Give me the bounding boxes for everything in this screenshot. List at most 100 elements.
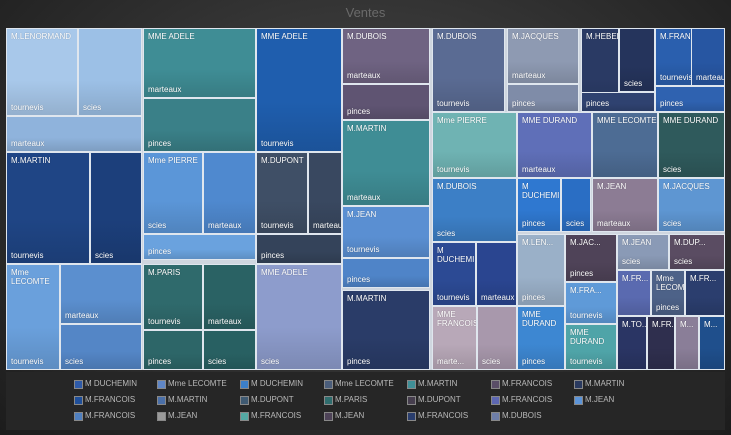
treemap-tile[interactable]: marteaux bbox=[6, 116, 142, 152]
treemap-tile[interactable]: pinces bbox=[143, 234, 256, 260]
tile-name-label: MME DURAND bbox=[522, 116, 578, 125]
treemap-tile[interactable]: MME DURAND pinces bbox=[517, 306, 565, 370]
treemap-tile[interactable]: pinces bbox=[342, 84, 430, 120]
treemap-plot-area: M.LENORMAND tournevis scies marteaux MME ADE… bbox=[6, 28, 725, 370]
treemap-tile[interactable]: MME DURAND tournevis bbox=[565, 324, 617, 370]
treemap-tile[interactable]: M DUCHEMIN pinces bbox=[517, 178, 561, 232]
treemap-tile[interactable]: scies bbox=[477, 306, 517, 370]
tile-category-label: tournevis bbox=[437, 165, 470, 174]
treemap-tile[interactable]: MME DURAND scies bbox=[658, 112, 725, 178]
tile-name-label: M.DUBOIS bbox=[347, 32, 387, 41]
legend-swatch bbox=[324, 412, 333, 421]
treemap-tile[interactable]: MME ADELE marteaux bbox=[143, 28, 256, 98]
legend: M DUCHEMIN Mme LECOMTE M DUCHEMIN Mme LECOM… bbox=[6, 372, 725, 430]
tile-category-label: scies bbox=[437, 229, 456, 238]
tile-category-label: pinces bbox=[522, 293, 546, 302]
treemap-tile[interactable]: M.MARTIN marteaux bbox=[342, 120, 430, 206]
treemap-tile[interactable]: marteaux bbox=[476, 242, 517, 306]
legend-label: M.JEAN bbox=[335, 411, 365, 420]
treemap-tile[interactable]: M.DUBOIS marteaux bbox=[342, 28, 430, 84]
treemap-tile[interactable]: M.FR... bbox=[617, 270, 651, 316]
treemap-tile[interactable]: pinces bbox=[581, 92, 655, 112]
tile-name-label: M.DUBOIS bbox=[437, 182, 477, 191]
treemap-tile[interactable]: pinces bbox=[143, 98, 256, 152]
tile-name-label: MME DURAND bbox=[522, 310, 557, 328]
legend-label: M DUCHEMIN bbox=[251, 379, 303, 388]
treemap-tile[interactable]: MME LECOMTE bbox=[592, 112, 658, 178]
treemap-tile[interactable]: M.JEAN tournevis bbox=[342, 206, 430, 258]
treemap-tile[interactable]: M... bbox=[699, 316, 725, 370]
treemap-tile[interactable]: scies bbox=[90, 152, 142, 264]
tile-name-label: MME DURAND bbox=[663, 116, 719, 125]
tile-name-label: M.TO... bbox=[622, 320, 647, 329]
treemap-tile[interactable]: pinces bbox=[507, 84, 579, 112]
legend-label: M.FRANCOIS bbox=[251, 411, 302, 420]
treemap-tile[interactable]: marteaux bbox=[203, 152, 256, 234]
treemap-tile[interactable]: M DUCHEMIN tournevis bbox=[432, 242, 476, 306]
legend-swatch bbox=[157, 412, 166, 421]
treemap-tile[interactable]: M.DUPONT tournevis bbox=[256, 152, 308, 234]
legend-swatch bbox=[407, 396, 416, 405]
tile-name-label: M.MARTIN bbox=[347, 294, 387, 303]
tile-category-label: pinces bbox=[512, 99, 536, 108]
legend-swatch bbox=[74, 396, 83, 405]
treemap-tile[interactable]: M.DUBOIS scies bbox=[432, 178, 517, 242]
treemap-tile[interactable]: marteaux bbox=[691, 28, 725, 86]
treemap-tile[interactable]: M.JEAN marteaux bbox=[592, 178, 658, 232]
treemap-tile[interactable]: pinces bbox=[342, 258, 430, 288]
tile-category-label: tournevis bbox=[660, 73, 693, 82]
treemap-tile[interactable]: M.DUBOIS tournevis bbox=[432, 28, 505, 112]
treemap-tile[interactable]: M.MARTIN tournevis bbox=[6, 152, 90, 264]
treemap-tile[interactable]: M.PARIS tournevis bbox=[143, 264, 203, 330]
treemap-tile[interactable]: pinces bbox=[655, 86, 725, 112]
treemap-tile[interactable]: M.JACQUES scies bbox=[658, 178, 725, 232]
tile-category-label: scies bbox=[663, 219, 682, 228]
treemap-tile[interactable]: pinces bbox=[256, 234, 342, 264]
treemap-tile[interactable]: M.JEAN scies bbox=[617, 234, 669, 270]
tile-name-label: M.LEN... bbox=[522, 238, 554, 247]
tile-name-label: M.FR... bbox=[690, 274, 717, 283]
legend-label: Mme LECOMTE bbox=[168, 379, 227, 388]
tile-name-label: M.DUBOIS bbox=[437, 32, 477, 41]
treemap-tile[interactable]: MME ADELE scies bbox=[256, 264, 342, 370]
treemap-tile[interactable]: M.FR... bbox=[685, 270, 725, 316]
treemap-tile[interactable]: M.MARTIN pinces bbox=[342, 290, 430, 370]
tile-category-label: scies bbox=[674, 257, 693, 266]
tile-name-label: M.MARTIN bbox=[347, 124, 387, 133]
tile-category-label: tournevis bbox=[11, 251, 44, 260]
treemap-tile[interactable]: MME FRANCOISE marte... bbox=[432, 306, 477, 370]
treemap-tile[interactable]: M.DUP... scies bbox=[669, 234, 725, 270]
tile-name-label: M.JEAN bbox=[347, 210, 377, 219]
treemap-tile[interactable]: M.FRA... tournevis bbox=[565, 282, 617, 324]
legend-swatch bbox=[491, 380, 500, 389]
legend-swatch bbox=[407, 380, 416, 389]
tile-name-label: M.HEBERT bbox=[586, 32, 618, 41]
treemap-tile[interactable]: scies bbox=[203, 330, 256, 370]
tile-category-label: marteaux bbox=[313, 221, 342, 230]
treemap-tile[interactable]: pinces bbox=[143, 330, 203, 370]
treemap-tile[interactable]: MME ADELE tournevis bbox=[256, 28, 342, 152]
treemap-tile[interactable]: Mme LECOMTE tournevis bbox=[6, 264, 60, 370]
treemap-tile[interactable]: scies bbox=[78, 28, 142, 116]
tile-category-label: pinces bbox=[660, 99, 684, 108]
treemap-tile[interactable]: M... bbox=[675, 316, 699, 370]
treemap-tile[interactable]: M.TO... bbox=[617, 316, 647, 370]
treemap-tile[interactable]: M.FR... bbox=[647, 316, 675, 370]
treemap-tile[interactable]: M.LEN... pinces bbox=[517, 234, 565, 306]
treemap-tile[interactable]: marteaux bbox=[308, 152, 342, 234]
treemap-tile[interactable]: Mme PIERRE scies bbox=[143, 152, 203, 234]
treemap-tile[interactable]: scies bbox=[60, 324, 142, 370]
treemap-tile[interactable]: Mme LECOMTE pinces bbox=[651, 270, 685, 316]
tile-name-label: Mme PIERRE bbox=[437, 116, 487, 125]
tile-category-label: pinces bbox=[347, 275, 371, 284]
treemap-tile[interactable]: scies bbox=[561, 178, 591, 232]
treemap-tile[interactable]: M.LENORMAND tournevis bbox=[6, 28, 78, 116]
treemap-tile[interactable]: MME DURAND marteaux bbox=[517, 112, 592, 178]
treemap-tile[interactable]: scies bbox=[619, 28, 655, 92]
treemap-tile[interactable]: marteaux bbox=[60, 264, 142, 324]
treemap-tile[interactable]: marteaux bbox=[203, 264, 256, 330]
treemap-tile[interactable]: M.JACQUES marteaux bbox=[507, 28, 579, 84]
tile-category-label: tournevis bbox=[261, 221, 294, 230]
treemap-tile[interactable]: Mme PIERRE tournevis bbox=[432, 112, 517, 178]
treemap-tile[interactable]: M.JAC... pinces bbox=[565, 234, 617, 282]
